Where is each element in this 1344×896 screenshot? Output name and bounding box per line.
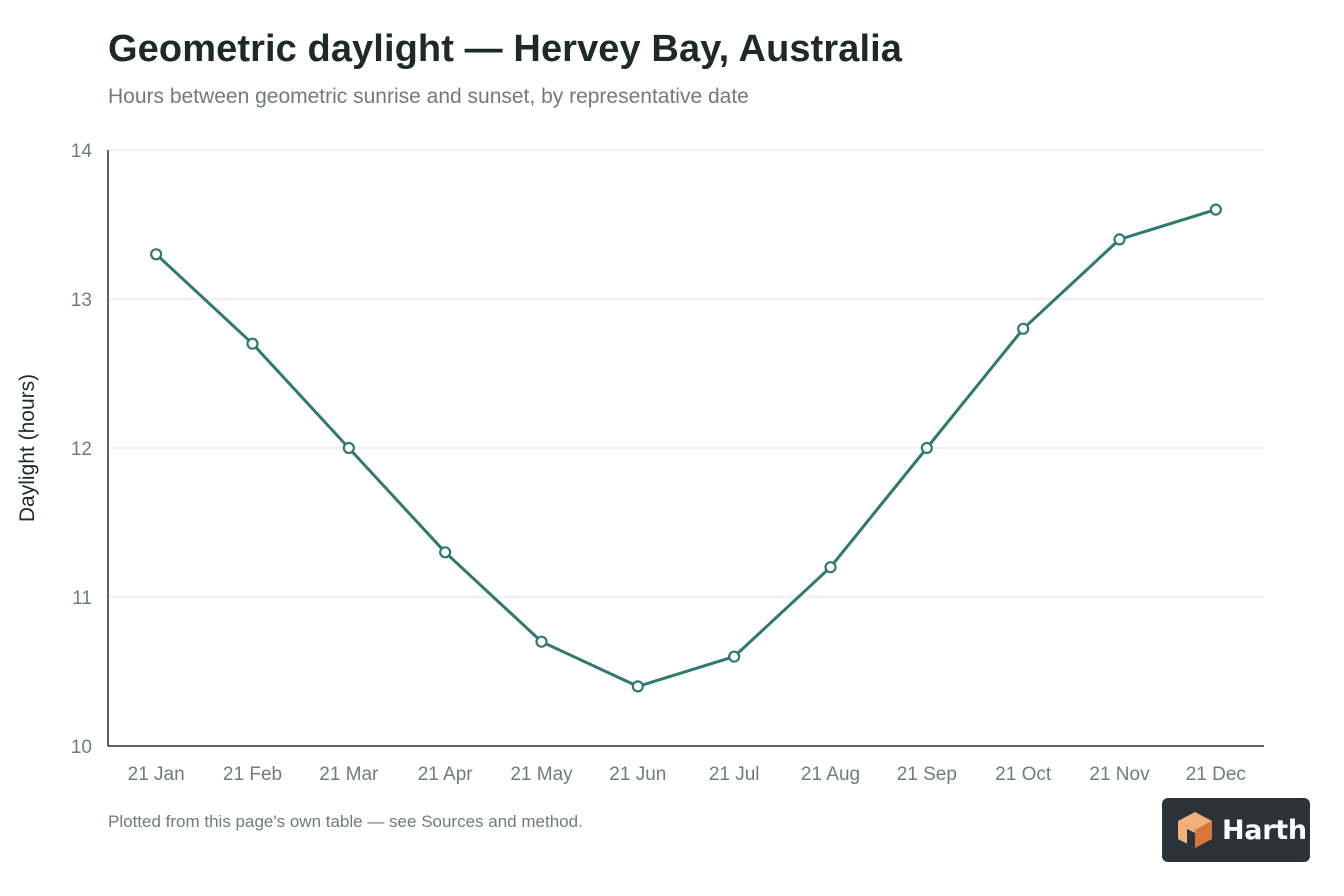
data-point[interactable] <box>920 441 933 455</box>
chart-subtitle: Hours between geometric sunrise and suns… <box>108 85 749 108</box>
data-point[interactable] <box>1113 233 1126 246</box>
y-tick-label: 10 <box>71 737 92 758</box>
x-tick-label: 21 Sep <box>897 764 957 785</box>
axes <box>107 150 1264 747</box>
data-point[interactable] <box>1209 203 1222 216</box>
y-tick-label: 14 <box>71 141 93 162</box>
source-footnote: Plotted from this page's own table — see… <box>108 812 583 831</box>
harth-logo-badge[interactable]: Harth <box>1162 798 1310 862</box>
x-tick-label: 21 Apr <box>418 764 474 785</box>
cube-icon <box>1178 812 1212 848</box>
daylight-line-chart: 10 11 12 13 14 21 Jan 21 Feb 21 Mar 21 Apr 21 Ma… <box>16 141 1264 785</box>
data-point[interactable] <box>1017 322 1030 335</box>
y-tick-label: 13 <box>71 290 92 311</box>
data-point[interactable] <box>150 248 163 261</box>
y-tick-label: 11 <box>72 588 92 609</box>
x-tick-label: 21 Jul <box>709 764 760 785</box>
data-point[interactable] <box>246 337 259 350</box>
data-point[interactable] <box>824 561 837 574</box>
gridlines <box>108 149 1264 598</box>
x-tick-label: 21 Jun <box>609 764 666 785</box>
x-tick-label: 21 Oct <box>995 764 1052 785</box>
x-tick-label: 21 Dec <box>1186 764 1246 785</box>
data-point[interactable] <box>342 441 355 455</box>
series-daylight <box>150 203 1222 693</box>
x-tick-label: 21 Nov <box>1089 764 1150 785</box>
x-tick-label: 21 Feb <box>223 764 282 785</box>
data-point[interactable] <box>728 650 741 663</box>
y-tick-labels: 10 11 12 13 14 <box>71 141 93 758</box>
chart-title: Geometric daylight — Hervey Bay, Austral… <box>108 28 903 70</box>
data-point[interactable] <box>631 680 644 693</box>
logo-wordmark: Harth <box>1222 814 1307 846</box>
data-point[interactable] <box>439 546 452 559</box>
x-tick-label: 21 May <box>510 764 573 785</box>
x-tick-label: 21 Aug <box>801 764 860 785</box>
y-axis-label: Daylight (hours) <box>16 374 39 522</box>
data-point[interactable] <box>535 635 548 648</box>
y-tick-label: 12 <box>71 439 92 460</box>
series-line <box>154 208 1218 688</box>
x-tick-labels: 21 Jan 21 Feb 21 Mar 21 Apr 21 May 21 Jun 21 J… <box>128 764 1246 785</box>
x-tick-label: 21 Jan <box>128 764 185 785</box>
x-tick-label: 21 Mar <box>319 764 379 785</box>
